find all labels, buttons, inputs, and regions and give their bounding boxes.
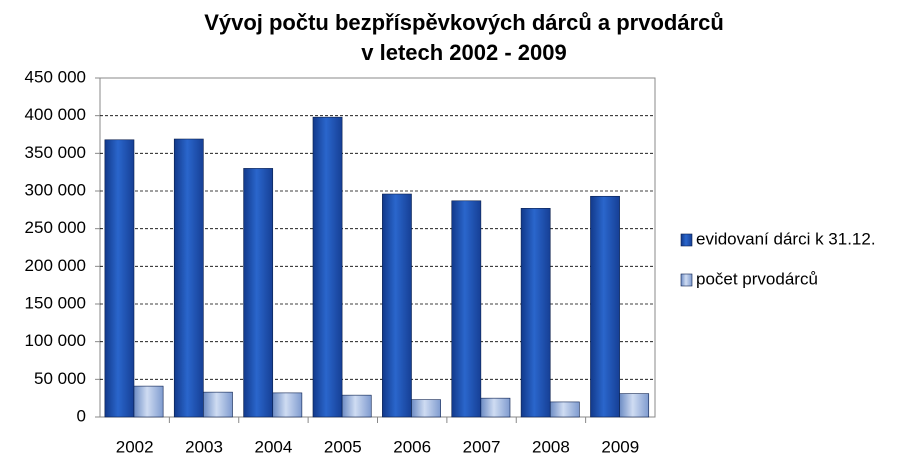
y-tick-label: 0 — [77, 406, 86, 425]
bar — [520, 208, 551, 418]
y-tick-label: 400 000 — [25, 105, 86, 124]
bar — [104, 139, 135, 418]
x-tick-label: 2009 — [601, 437, 639, 456]
x-tick-label: 2008 — [532, 437, 570, 456]
x-tick-label: 2007 — [463, 437, 501, 456]
x-tick-label: 2006 — [393, 437, 431, 456]
bar — [312, 116, 343, 418]
y-tick-label: 100 000 — [25, 331, 86, 350]
legend-label: evidovaní dárci k 31.12. — [696, 229, 876, 248]
legend-label: počet prvodárců — [696, 269, 818, 288]
x-tick-label: 2004 — [255, 437, 293, 456]
legend-swatch — [680, 233, 693, 247]
y-tick-label: 250 000 — [25, 218, 86, 237]
x-tick-label: 2003 — [185, 437, 223, 456]
y-tick-label: 450 000 — [25, 67, 86, 86]
x-tick-label: 2002 — [116, 437, 154, 456]
bar — [451, 200, 482, 418]
bar — [549, 401, 580, 418]
x-tick-label: 2005 — [324, 437, 362, 456]
bar — [133, 385, 164, 418]
bar — [411, 399, 441, 418]
y-tick-label: 200 000 — [25, 256, 86, 275]
y-tick-label: 300 000 — [25, 180, 86, 199]
bar — [203, 391, 233, 418]
y-tick-label: 50 000 — [34, 369, 86, 388]
y-tick-label: 350 000 — [25, 143, 86, 162]
bar — [480, 397, 511, 418]
bar — [173, 138, 204, 418]
chart-title: v letech 2002 - 2009 — [361, 40, 566, 65]
bar — [272, 392, 303, 418]
bar — [341, 394, 372, 418]
chart-title: Vývoj počtu bezpříspěvkových dárců a prv… — [204, 10, 724, 35]
bar — [590, 195, 620, 418]
y-tick-label: 150 000 — [25, 293, 86, 312]
bar — [619, 393, 650, 418]
bar — [243, 168, 274, 418]
bar — [382, 193, 412, 418]
legend-swatch — [680, 273, 693, 287]
